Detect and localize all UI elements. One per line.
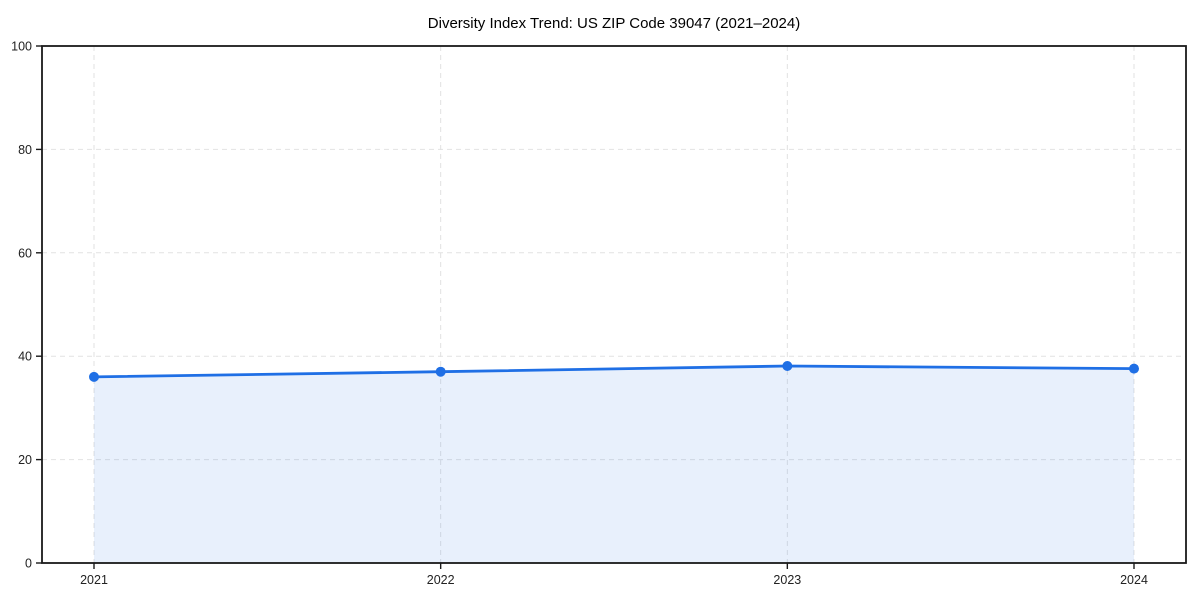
- ytick-label-100: 100: [11, 40, 32, 54]
- chart-title: Diversity Index Trend: US ZIP Code 39047…: [428, 15, 800, 32]
- data-point-2022: [435, 366, 446, 377]
- labels-layer: 0 20 40 60 80 100 2021 2022 2023 2024: [11, 40, 1148, 588]
- data-point-2023: [782, 361, 793, 372]
- line-layer: [92, 364, 1136, 379]
- xtick-label-2021: 2021: [80, 573, 108, 587]
- markers-layer: [89, 361, 1139, 382]
- data-point-2021: [89, 371, 99, 382]
- axes-layer: [36, 45, 1187, 569]
- area-layer: [94, 366, 1134, 563]
- ytick-label-40: 40: [18, 350, 32, 364]
- ytick-label-80: 80: [18, 143, 32, 157]
- series-line: [92, 364, 1136, 379]
- plot-border: [41, 45, 1187, 564]
- xtick-label-2022: 2022: [427, 573, 455, 587]
- xtick-label-2024: 2024: [1120, 573, 1148, 587]
- ytick-label-60: 60: [18, 246, 32, 260]
- xtick-label-2023: 2023: [773, 573, 801, 587]
- ytick-label-20: 20: [18, 453, 32, 467]
- data-point-2024: [1129, 363, 1139, 374]
- series-area: [94, 366, 1134, 563]
- ytick-label-0: 0: [25, 557, 32, 571]
